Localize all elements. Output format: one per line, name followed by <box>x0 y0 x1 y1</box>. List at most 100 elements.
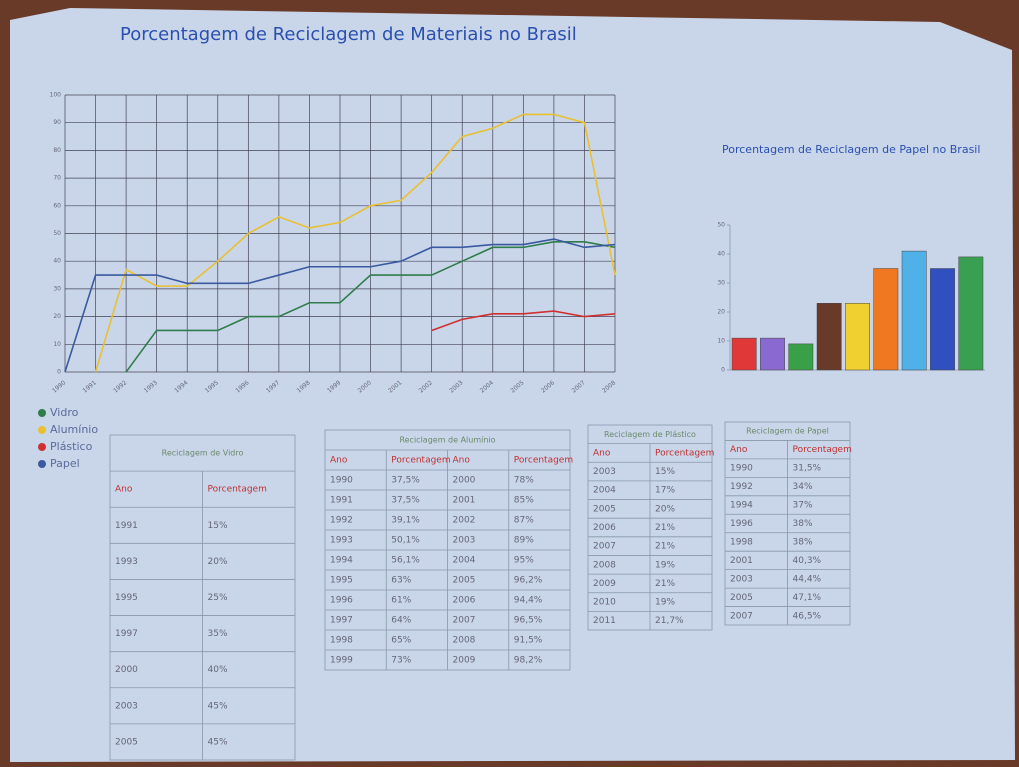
column-header: Ano <box>330 456 348 466</box>
y-tick-label: 10 <box>717 338 725 345</box>
y-tick-label: 40 <box>717 251 725 258</box>
table-cell: 21,7% <box>655 616 684 626</box>
column-header: Ano <box>730 445 748 455</box>
y-tick-label: 70 <box>53 175 61 182</box>
table-cell: 45% <box>208 701 228 711</box>
table-cell: 2009 <box>453 656 476 666</box>
table-cell: 1998 <box>730 537 753 547</box>
table-cell: 2008 <box>593 560 616 570</box>
table-cell: 87% <box>514 516 534 526</box>
table-cell: 96,2% <box>514 576 543 586</box>
legend-marker <box>38 409 46 417</box>
table-cell: 1998 <box>330 636 353 646</box>
table-cell: 2003 <box>115 701 138 711</box>
table-cell: 2007 <box>593 542 616 552</box>
table-cell: 2002 <box>453 516 476 526</box>
y-tick-label: 0 <box>57 369 61 376</box>
table-title: Reciclagem de Plástico <box>604 430 696 439</box>
legend-label: Alumínio <box>50 423 98 436</box>
table-cell: 34% <box>793 482 813 492</box>
table-cell: 2001 <box>730 556 753 566</box>
legend-label: Vidro <box>50 406 79 419</box>
table-cell: 2000 <box>453 476 476 486</box>
y-tick-label: 30 <box>53 285 61 292</box>
bar-chart-title: Porcentagem de Reciclagem de Papel no Br… <box>722 143 980 156</box>
bar <box>816 303 842 371</box>
table-cell: 2010 <box>593 598 616 608</box>
table-cell: 37,5% <box>391 476 420 486</box>
table-cell: 2004 <box>453 556 476 566</box>
table-cell: 1997 <box>330 616 353 626</box>
table-cell: 17% <box>655 486 675 496</box>
table-cell: 21% <box>655 579 675 589</box>
column-header: Ano <box>453 456 471 466</box>
table-cell: 64% <box>391 616 411 626</box>
table-cell: 37% <box>793 501 813 511</box>
y-tick-label: 30 <box>717 280 725 287</box>
legend-marker <box>38 443 46 451</box>
bar <box>901 250 927 371</box>
table-cell: 2011 <box>593 616 616 626</box>
table-cell: 94,4% <box>514 596 543 606</box>
column-header: Porcentagem <box>514 456 573 466</box>
table-cell: 63% <box>391 576 411 586</box>
bar <box>958 256 984 371</box>
table-cell: 1991 <box>115 521 138 531</box>
table-cell: 1994 <box>330 556 353 566</box>
table-cell: 15% <box>208 521 228 531</box>
y-tick-label: 100 <box>50 92 62 99</box>
table-cell: 20% <box>655 504 675 514</box>
table-cell: 2008 <box>453 636 476 646</box>
table-cell: 1997 <box>115 629 138 639</box>
table-cell: 2006 <box>453 596 476 606</box>
table-cell: 40% <box>208 665 228 675</box>
table-cell: 1995 <box>330 576 353 586</box>
table-cell: 1996 <box>730 519 753 529</box>
column-header: Porcentagem <box>391 456 450 466</box>
y-tick-label: 80 <box>53 147 61 154</box>
table-cell: 20% <box>208 557 228 567</box>
table-cell: 45% <box>208 737 228 747</box>
table-cell: 73% <box>391 656 411 666</box>
column-header: Porcentagem <box>793 445 852 455</box>
table-cell: 91,5% <box>514 636 543 646</box>
table-title: Reciclagem de Papel <box>746 427 829 436</box>
y-tick-label: 20 <box>717 309 725 316</box>
poster <box>10 8 1015 762</box>
table-cell: 2003 <box>593 467 616 477</box>
y-tick-label: 0 <box>721 367 725 374</box>
table-cell: 96,5% <box>514 616 543 626</box>
table-title: Reciclagem de Vidro <box>162 449 244 458</box>
table-cell: 31,5% <box>793 464 822 474</box>
y-tick-label: 10 <box>53 341 61 348</box>
table-cell: 2005 <box>453 576 476 586</box>
table-cell: 40,3% <box>793 556 822 566</box>
table-cell: 2005 <box>115 737 138 747</box>
y-tick-label: 90 <box>53 119 61 126</box>
table-cell: 1992 <box>330 516 353 526</box>
table-cell: 38% <box>793 519 813 529</box>
table-cell: 2007 <box>730 611 753 621</box>
table-cell: 25% <box>208 593 228 603</box>
table-cell: 46,5% <box>793 611 822 621</box>
table-cell: 1996 <box>330 596 353 606</box>
table-cell: 2005 <box>730 593 753 603</box>
table-cell: 2001 <box>453 496 476 506</box>
y-tick-label: 60 <box>53 202 61 209</box>
table-cell: 1995 <box>115 593 138 603</box>
table-cell: 89% <box>514 536 534 546</box>
legend-label: Papel <box>50 457 80 470</box>
table-cell: 37,5% <box>391 496 420 506</box>
table-cell: 21% <box>655 523 675 533</box>
table-cell: 50,1% <box>391 536 420 546</box>
line-series <box>94 113 616 373</box>
table-cell: 2003 <box>453 536 476 546</box>
y-tick-label: 50 <box>717 222 725 229</box>
table-cell: 1992 <box>730 482 753 492</box>
column-header: Ano <box>593 448 611 458</box>
table-cell: 78% <box>514 476 534 486</box>
table-cell: 1994 <box>730 501 753 511</box>
table-cell: 21% <box>655 542 675 552</box>
